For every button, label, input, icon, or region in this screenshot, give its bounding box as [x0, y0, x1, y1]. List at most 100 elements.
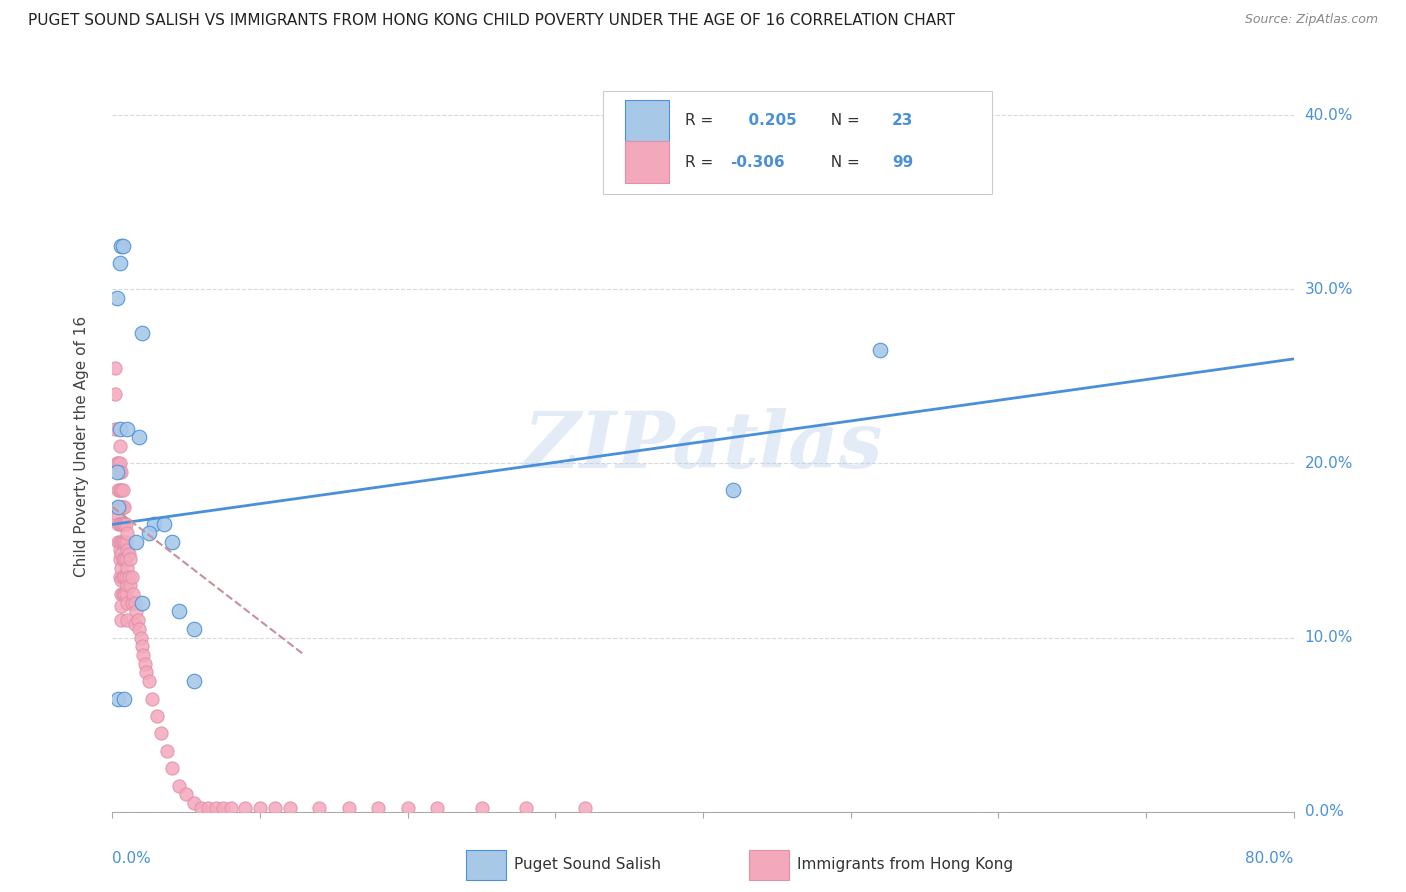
- Text: 0.205: 0.205: [738, 113, 797, 128]
- Text: ZIPatlas: ZIPatlas: [523, 408, 883, 484]
- Y-axis label: Child Poverty Under the Age of 16: Child Poverty Under the Age of 16: [75, 316, 89, 576]
- Point: [110, 238, 132, 252]
- Point: [110, 561, 132, 575]
- Point: [111, 238, 134, 252]
- Point: [153, 517, 176, 532]
- FancyBboxPatch shape: [749, 850, 789, 880]
- Point: [167, 779, 190, 793]
- Point: [118, 569, 141, 583]
- Point: [132, 648, 155, 662]
- Point: [108, 543, 131, 558]
- Point: [167, 604, 190, 618]
- Point: [110, 587, 132, 601]
- Point: [721, 483, 744, 497]
- Point: [107, 517, 129, 532]
- Point: [233, 801, 256, 815]
- Point: [111, 517, 134, 532]
- Point: [110, 547, 132, 561]
- Point: [117, 526, 138, 541]
- Point: [249, 801, 271, 815]
- Point: [264, 801, 287, 815]
- Point: [108, 500, 131, 514]
- Point: [117, 596, 138, 610]
- Point: [121, 596, 143, 610]
- Point: [367, 801, 389, 815]
- Text: Immigrants from Hong Kong: Immigrants from Hong Kong: [797, 857, 1014, 871]
- Point: [107, 534, 129, 549]
- Point: [110, 465, 132, 479]
- Point: [104, 386, 127, 401]
- Point: [470, 801, 494, 815]
- Point: [142, 517, 165, 532]
- Point: [278, 801, 301, 815]
- Point: [107, 500, 129, 514]
- Point: [135, 665, 157, 680]
- Point: [131, 326, 153, 340]
- Point: [111, 534, 134, 549]
- Point: [107, 508, 129, 523]
- Point: [108, 483, 131, 497]
- Point: [112, 569, 135, 583]
- Point: [107, 457, 129, 471]
- Point: [108, 569, 131, 583]
- Point: [114, 517, 136, 532]
- Text: R =: R =: [685, 154, 718, 169]
- Point: [108, 465, 131, 479]
- Point: [108, 552, 131, 566]
- Point: [111, 500, 134, 514]
- Point: [110, 534, 132, 549]
- Point: [150, 726, 173, 740]
- Point: [124, 616, 146, 631]
- Point: [308, 801, 330, 815]
- Point: [141, 691, 163, 706]
- Point: [108, 534, 131, 549]
- Text: R =: R =: [685, 113, 718, 128]
- Point: [117, 613, 138, 627]
- Point: [117, 561, 138, 575]
- Point: [160, 761, 183, 775]
- Point: [128, 430, 150, 444]
- Point: [112, 534, 135, 549]
- Point: [111, 569, 134, 583]
- Point: [108, 517, 131, 532]
- Point: [396, 801, 419, 815]
- Point: [138, 526, 160, 541]
- Point: [174, 787, 197, 801]
- Point: [869, 343, 891, 358]
- FancyBboxPatch shape: [465, 850, 506, 880]
- Point: [105, 500, 128, 514]
- Point: [205, 801, 228, 815]
- Point: [105, 457, 128, 471]
- Text: 0.0%: 0.0%: [1305, 805, 1343, 819]
- Point: [112, 552, 135, 566]
- Point: [108, 439, 131, 453]
- Point: [108, 421, 131, 435]
- Point: [114, 552, 136, 566]
- Point: [337, 801, 360, 815]
- Point: [125, 534, 148, 549]
- Text: 99: 99: [891, 154, 914, 169]
- Text: 30.0%: 30.0%: [1305, 282, 1353, 297]
- Point: [110, 483, 132, 497]
- Point: [183, 622, 205, 636]
- Text: 10.0%: 10.0%: [1305, 630, 1353, 645]
- Point: [134, 657, 156, 671]
- Point: [105, 291, 128, 305]
- Point: [122, 587, 145, 601]
- Point: [125, 604, 148, 618]
- Point: [138, 674, 160, 689]
- Point: [129, 631, 152, 645]
- Point: [117, 578, 138, 592]
- Text: 20.0%: 20.0%: [1305, 456, 1353, 471]
- Point: [107, 483, 129, 497]
- Point: [124, 596, 146, 610]
- Point: [156, 744, 179, 758]
- Text: PUGET SOUND SALISH VS IMMIGRANTS FROM HONG KONG CHILD POVERTY UNDER THE AGE OF 1: PUGET SOUND SALISH VS IMMIGRANTS FROM HO…: [28, 13, 955, 29]
- Point: [112, 500, 135, 514]
- Point: [110, 517, 132, 532]
- Point: [114, 569, 136, 583]
- Point: [117, 543, 138, 558]
- Text: 0.0%: 0.0%: [112, 851, 152, 865]
- Point: [108, 256, 131, 270]
- Point: [114, 587, 136, 601]
